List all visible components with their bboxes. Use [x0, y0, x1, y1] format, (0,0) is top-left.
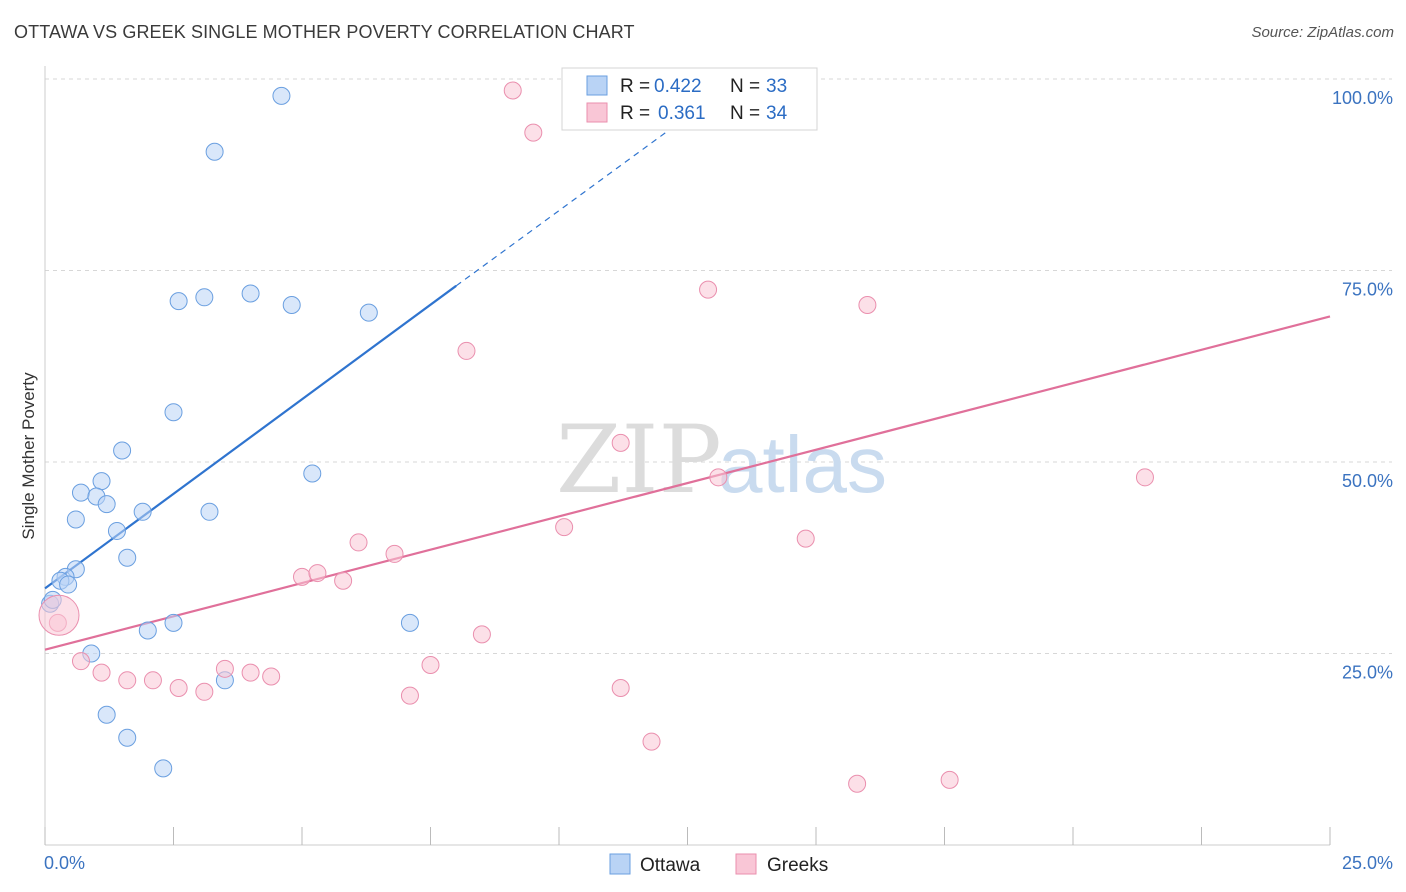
point-greeks [334, 571, 353, 590]
grid-lines [45, 78, 1392, 654]
point-greeks [241, 663, 260, 682]
point-ottawa [113, 441, 132, 460]
bottom-legend-swatch-greeks [735, 853, 757, 875]
point-greeks [611, 678, 630, 697]
point-ottawa [303, 464, 322, 483]
point-ottawa [241, 284, 260, 303]
point-ottawa [205, 142, 224, 161]
chart-title: OTTAWA VS GREEK SINGLE MOTHER POVERTY CO… [14, 22, 635, 42]
point-greeks [940, 770, 959, 789]
y-tick-label: 25.0% [1342, 663, 1393, 683]
point-greeks [118, 671, 137, 690]
point-ottawa [138, 621, 157, 640]
point-greeks [472, 625, 491, 644]
point-ottawa [164, 613, 183, 632]
trend-line-greeks [44, 315, 1331, 651]
legend-swatch-ottawa [586, 75, 608, 96]
source-label: Source: ZipAtlas.com [1251, 24, 1394, 41]
x-tick-label: 25.0% [1342, 853, 1393, 873]
y-tick-label: 75.0% [1342, 280, 1393, 300]
y-tick-labels: 100.0% 75.0% 50.0% 25.0% [1332, 88, 1393, 683]
point-greeks [38, 594, 80, 636]
point-greeks [642, 732, 661, 751]
point-ottawa [195, 288, 214, 307]
point-greeks [308, 564, 327, 583]
point-ottawa [118, 728, 137, 747]
axes [44, 66, 1331, 846]
point-greeks [1135, 468, 1154, 487]
point-greeks [71, 652, 90, 671]
point-greeks [262, 667, 281, 686]
point-greeks [169, 678, 188, 697]
legend-r-value-greeks: 0.361 [658, 103, 706, 124]
point-ottawa [272, 86, 291, 105]
point-greeks [349, 533, 368, 552]
point-ottawa [92, 472, 111, 491]
point-greeks [709, 468, 728, 487]
point-ottawa [97, 495, 116, 514]
point-greeks [421, 655, 440, 674]
point-greeks [92, 663, 111, 682]
point-greeks [143, 671, 162, 690]
point-greeks [457, 341, 476, 360]
legend-n-label-greeks: N = [730, 103, 760, 124]
watermark: ZIP atlas [556, 406, 887, 515]
bottom-legend-label-greeks: Greeks [767, 855, 828, 876]
point-greeks [195, 682, 214, 701]
bottom-legend: Ottawa Greeks [609, 853, 828, 876]
point-greeks [611, 433, 630, 452]
y-tick-label: 50.0% [1342, 471, 1393, 491]
point-greeks [699, 280, 718, 299]
point-ottawa [200, 502, 219, 521]
legend-n-label-ottawa: N = [730, 76, 760, 97]
point-ottawa [154, 759, 173, 778]
point-ottawa [164, 403, 183, 422]
point-ottawa [97, 705, 116, 724]
point-ottawa [400, 613, 419, 632]
point-ottawa [107, 521, 126, 540]
point-greeks [385, 544, 404, 563]
point-ottawa [282, 295, 301, 314]
y-tick-label: 100.0% [1332, 88, 1393, 108]
point-greeks [555, 518, 574, 537]
point-ottawa [133, 502, 152, 521]
trend-lines [44, 78, 1331, 651]
point-greeks [858, 295, 877, 314]
point-ottawa [71, 483, 90, 502]
watermark-atlas: atlas [718, 420, 887, 509]
point-greeks [796, 529, 815, 548]
x-tick-label: 0.0% [44, 853, 85, 873]
point-greeks [503, 81, 522, 100]
legend-swatch-greeks [586, 102, 608, 123]
point-greeks [524, 123, 543, 142]
point-ottawa [66, 510, 85, 529]
point-ottawa [169, 292, 188, 311]
legend-n-value-ottawa: 33 [766, 76, 787, 97]
legend-n-value-greeks: 34 [766, 103, 788, 124]
trend-line-ottawa [44, 284, 457, 590]
bottom-legend-label-ottawa: Ottawa [640, 855, 701, 876]
y-axis-title: Single Mother Poverty [19, 372, 38, 540]
legend-r-label-greeks: R = [620, 103, 650, 124]
point-ottawa [118, 548, 137, 567]
point-ottawa [59, 575, 78, 594]
watermark-zip: ZIP [556, 406, 722, 515]
point-greeks [215, 659, 234, 678]
legend-r-label-ottawa: R = [620, 76, 650, 97]
point-ottawa [359, 303, 378, 322]
point-greeks [293, 567, 311, 586]
legend-r-value-ottawa: 0.422 [654, 76, 702, 97]
legend: R = 0.422 N = 33 R = 0.361 N = 34 [561, 67, 818, 131]
bottom-legend-swatch-ottawa [609, 853, 631, 875]
x-tick-labels: 0.0% 25.0% [44, 853, 1393, 873]
point-greeks [400, 686, 419, 705]
point-greeks [848, 774, 867, 793]
